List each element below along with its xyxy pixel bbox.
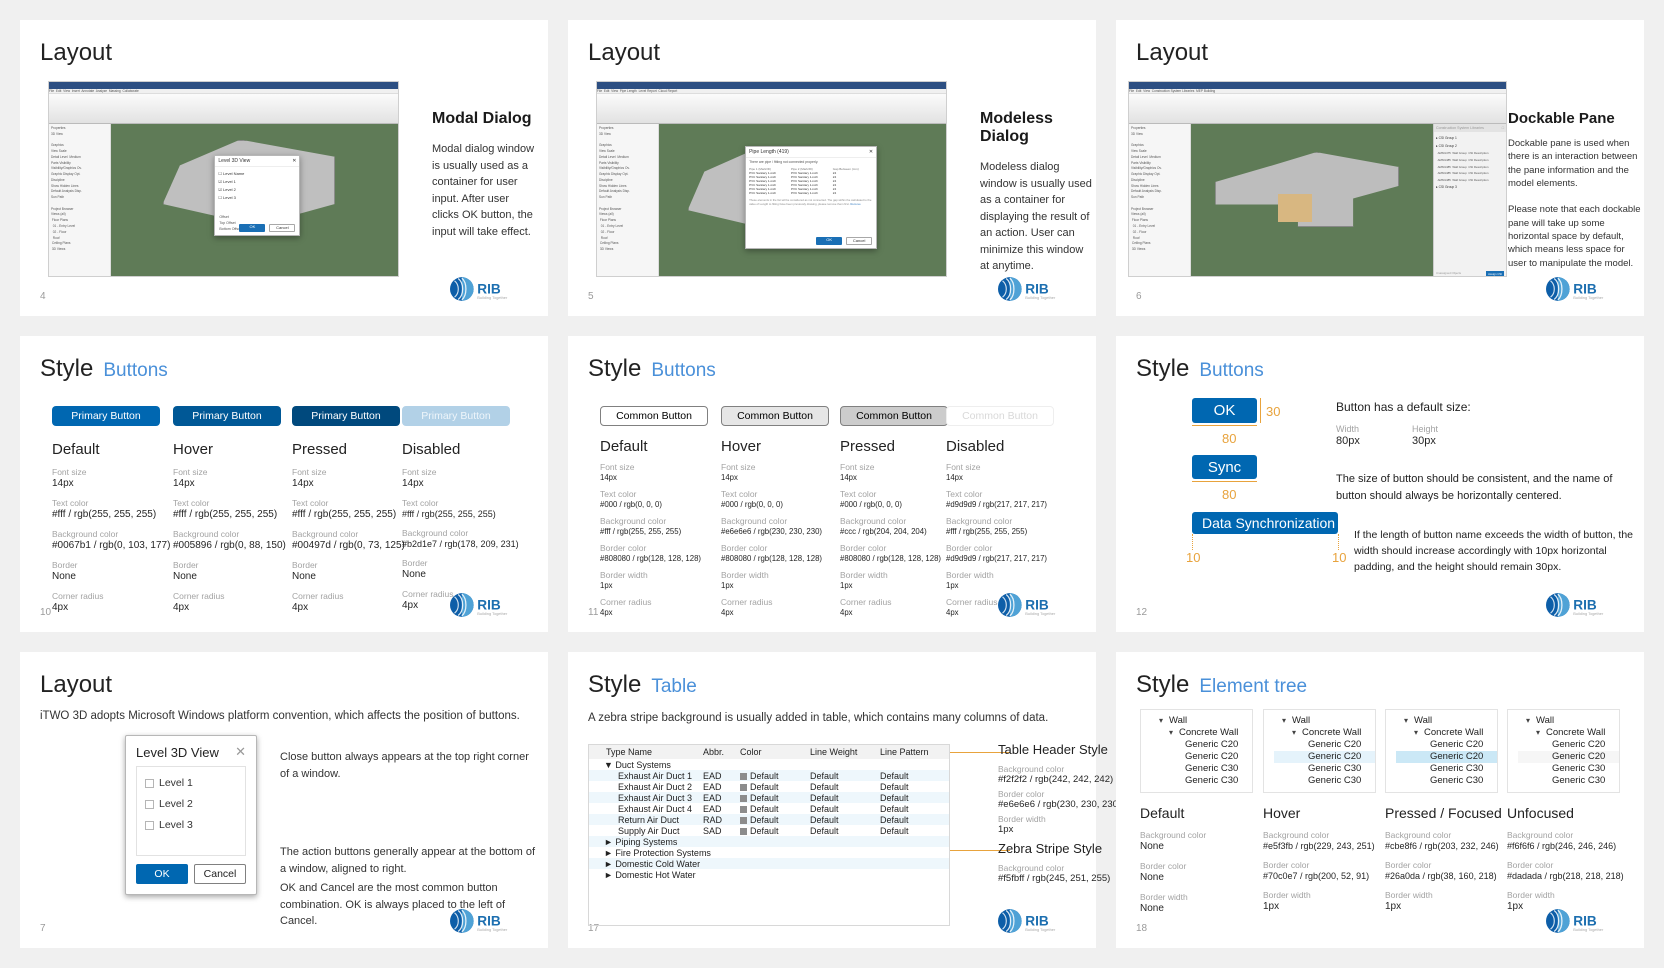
- svg-text:Building Together: Building Together: [477, 295, 508, 300]
- svg-text:Building Together: Building Together: [1025, 927, 1056, 932]
- svg-text:Building Together: Building Together: [1025, 295, 1056, 300]
- svg-text:Building Together: Building Together: [477, 611, 508, 616]
- svg-text:Building Together: Building Together: [1573, 611, 1604, 616]
- svg-text:Building Together: Building Together: [1573, 927, 1604, 932]
- svg-text:Building Together: Building Together: [1573, 295, 1604, 300]
